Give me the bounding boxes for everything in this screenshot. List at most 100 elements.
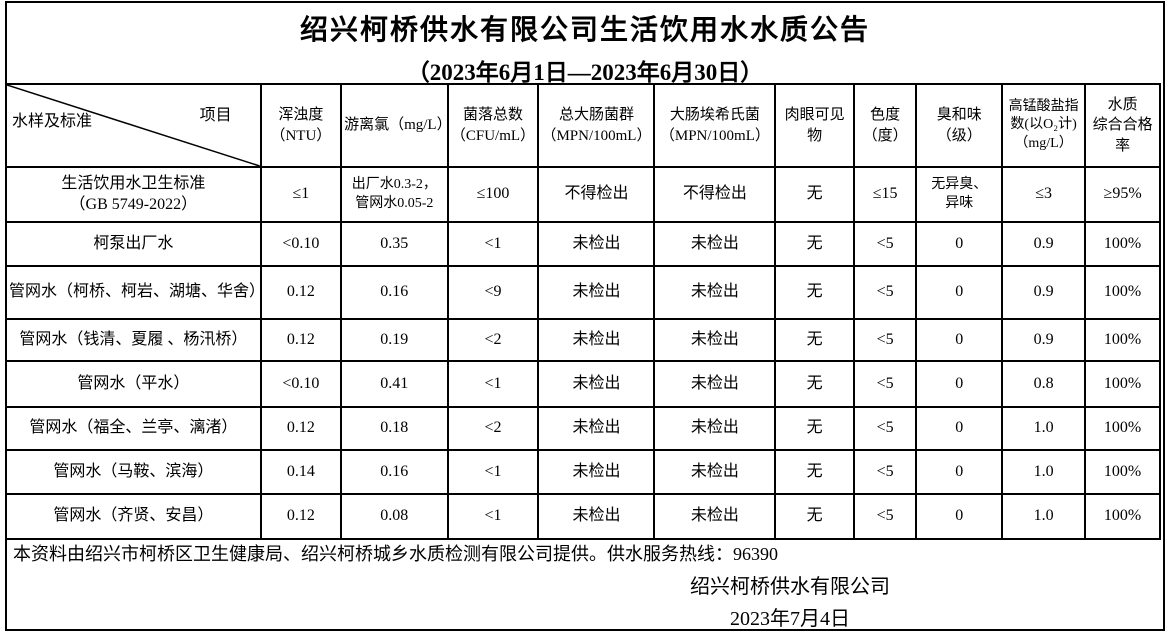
value-cell: <1: [446, 493, 540, 540]
corner-label-item: 项目: [199, 107, 232, 124]
value-cell: 无: [774, 360, 855, 408]
column-header: 游离氯（mg/L）: [340, 83, 449, 168]
value-cell: 0.41: [340, 360, 449, 408]
value-cell: 无: [774, 318, 855, 362]
table-row: 管网水（柯桥、柯岩、湖塘、华舍） 0.12 0.16 <9 未检出 未检出无 <5 0 0.9 1…: [5, 265, 1161, 320]
value-cell: <1: [446, 449, 540, 495]
column-header: 臭和味 （级）: [915, 83, 1003, 168]
table-row: 生活饮用水卫生标准 （GB 5749-2022） ≤1 出厂水0.3-2， 管网水0…: [5, 166, 1161, 223]
value-cell: 0.14: [259, 449, 343, 495]
value-cell: 未检出: [653, 318, 777, 362]
value-cell: 100%: [1084, 449, 1161, 495]
value-cell: 无: [774, 221, 855, 267]
value-cell: 0.12: [259, 406, 343, 451]
value-cell: 0.12: [259, 265, 343, 320]
value-cell: 未检出: [653, 360, 777, 408]
diagonal-divider-line: [7, 85, 260, 166]
table-row: 管网水（马鞍、滨海） 0.14 0.16 <1 未检出 未检出无 <5 0 1.0 100%: [5, 449, 1161, 495]
value-cell: <9: [446, 265, 540, 320]
value-cell: <0.10: [259, 221, 343, 267]
value-cell: 未检出: [537, 406, 656, 451]
sample-name-cell: 生活饮用水卫生标准 （GB 5749-2022）: [5, 166, 262, 223]
sample-name-cell: 管网水（钱清、夏履 、杨汛桥）: [5, 318, 262, 362]
value-cell: ≥95%: [1084, 166, 1161, 223]
footer-note: 本资料由绍兴市柯桥区卫生健康局、绍兴柯桥城乡水质检测有限公司提供。供水服务热线：…: [13, 544, 778, 564]
value-cell: 1.0: [1000, 493, 1087, 540]
value-cell: ≤100: [446, 166, 540, 223]
value-cell: <5: [852, 318, 918, 362]
value-cell: 未检出: [537, 360, 656, 408]
value-cell: 0: [915, 221, 1003, 267]
report-sheet: 绍兴柯桥供水有限公司生活饮用水水质公告 （2023年6月1日—2023年6月30…: [5, 1, 1165, 631]
value-cell: 无: [774, 449, 855, 495]
value-cell: 1.0: [1000, 406, 1087, 451]
value-cell: 未检出: [653, 449, 777, 495]
column-header: 菌落总数 （CFU/mL）: [446, 83, 540, 168]
column-header: 色度 （度）: [852, 83, 918, 168]
value-cell: <1: [446, 221, 540, 267]
value-cell: 0.18: [340, 406, 449, 451]
value-cell: ≤1: [259, 166, 343, 223]
value-cell: 未检出: [537, 318, 656, 362]
value-cell: 未检出: [653, 493, 777, 540]
column-header: 浑浊度 （NTU）: [259, 83, 343, 168]
value-cell: 100%: [1084, 265, 1161, 320]
value-cell: 0: [915, 265, 1003, 320]
value-cell: <2: [446, 318, 540, 362]
signature-date: 2023年7月4日: [730, 608, 850, 630]
report-period: （2023年6月1日—2023年6月30日）: [406, 60, 764, 85]
value-cell: 100%: [1084, 360, 1161, 408]
value-cell: 不得检出: [537, 166, 656, 223]
value-cell: 无: [774, 406, 855, 451]
value-cell: 未检出: [537, 493, 656, 540]
value-cell: 0.12: [259, 318, 343, 362]
value-cell: 无异臭、 异味: [915, 166, 1003, 223]
value-cell: ≤15: [852, 166, 918, 223]
value-cell: 未检出: [537, 221, 656, 267]
value-cell: 不得检出: [653, 166, 777, 223]
value-cell: <5: [852, 406, 918, 451]
corner-label-sample: 水样及标准: [12, 113, 93, 130]
value-cell: 未检出: [653, 221, 777, 267]
value-cell: 无: [774, 166, 855, 223]
value-cell: 100%: [1084, 318, 1161, 362]
value-cell: 0.12: [259, 493, 343, 540]
sample-name-cell: 管网水（福全、兰亭、漓渚）: [5, 406, 262, 451]
value-cell: 未检出: [537, 449, 656, 495]
column-header: 大肠埃希氏菌 （MPN/100mL）: [653, 83, 777, 168]
signature-company: 绍兴柯桥供水有限公司: [690, 576, 890, 598]
value-cell: 未检出: [537, 265, 656, 320]
column-header: 高锰酸盐指 数(以O₂计) （mg/L）: [1000, 83, 1087, 168]
value-cell: <0.10: [259, 360, 343, 408]
table-header-row: 项目 水样及标准 浑浊度 （NTU） 游离氯（mg/L） 菌落总数 （CFU/mL）…: [5, 83, 1161, 168]
value-cell: 0.08: [340, 493, 449, 540]
value-cell: 100%: [1084, 221, 1161, 267]
corner-header-cell: 项目 水样及标准: [5, 83, 262, 168]
report-title: 绍兴柯桥供水有限公司生活饮用水水质公告: [299, 15, 870, 46]
value-cell: <1: [446, 360, 540, 408]
sample-name-cell: 管网水（柯桥、柯岩、湖塘、华舍）: [5, 265, 262, 320]
column-header: 肉眼可见物: [774, 83, 855, 168]
water-quality-table: 项目 水样及标准 浑浊度 （NTU） 游离氯（mg/L） 菌落总数 （CFU/mL）…: [5, 83, 1161, 540]
value-cell: <5: [852, 221, 918, 267]
value-cell: 未检出: [653, 406, 777, 451]
value-cell: 0.9: [1000, 265, 1087, 320]
value-cell: 未检出: [653, 265, 777, 320]
value-cell: <5: [852, 265, 918, 320]
sample-name-cell: 管网水（平水）: [5, 360, 262, 408]
value-cell: <5: [852, 360, 918, 408]
table-row: 管网水（平水） <0.10 0.41 <1 未检出 未检出无 <5 0 0.8 100%: [5, 360, 1161, 408]
value-cell: 0: [915, 406, 1003, 451]
value-cell: ≤3: [1000, 166, 1087, 223]
value-cell: 0.19: [340, 318, 449, 362]
column-header: 总大肠菌群 （MPN/100mL）: [537, 83, 656, 168]
value-cell: 出厂水0.3-2， 管网水0.05-2: [340, 166, 449, 223]
value-cell: 1.0: [1000, 449, 1087, 495]
value-cell: 无: [774, 265, 855, 320]
column-header: 水质 综合合格率: [1084, 83, 1161, 168]
value-cell: <2: [446, 406, 540, 451]
sample-name-cell: 管网水（马鞍、滨海）: [5, 449, 262, 495]
value-cell: 0.35: [340, 221, 449, 267]
value-cell: 0.16: [340, 265, 449, 320]
